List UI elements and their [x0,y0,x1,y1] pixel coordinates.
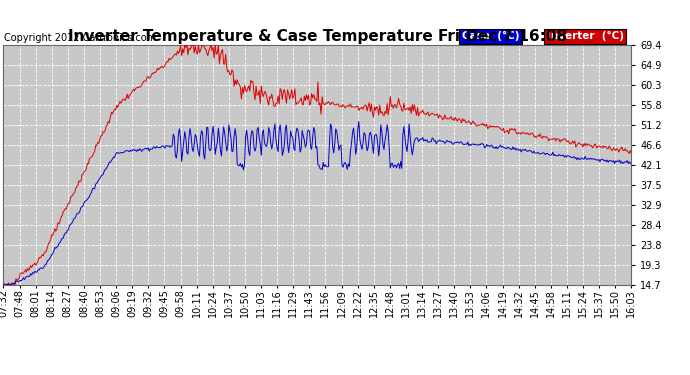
Text: Case  (°C): Case (°C) [462,32,520,41]
Text: Copyright 2012 Cartronics.com: Copyright 2012 Cartronics.com [4,33,156,43]
Title: Inverter Temperature & Case Temperature Fri Dec 7 16:08: Inverter Temperature & Case Temperature … [68,29,567,44]
Text: Inverter  (°C): Inverter (°C) [546,32,624,41]
